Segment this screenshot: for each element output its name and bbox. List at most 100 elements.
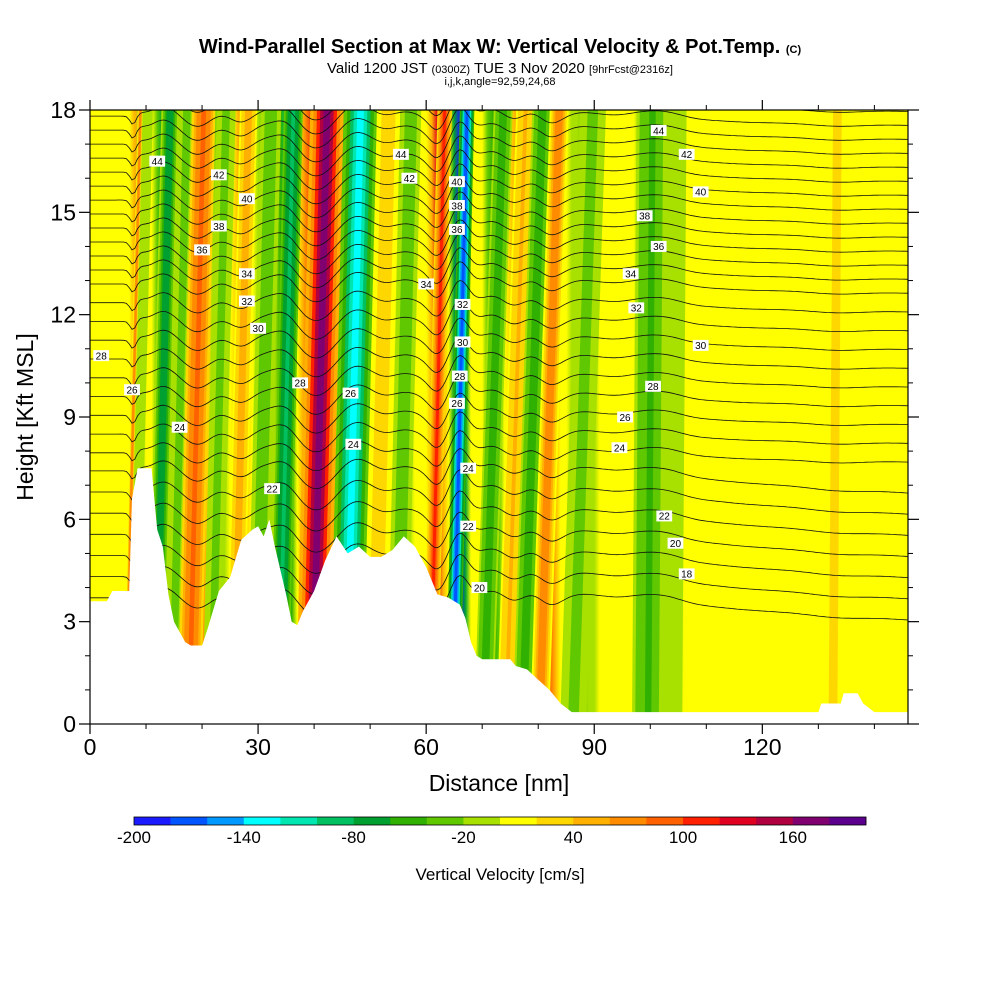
contour-label-text: 44 — [395, 150, 407, 161]
y-tick-label: 6 — [63, 506, 76, 532]
contour-label-text: 36 — [196, 246, 208, 257]
contour-label: 24 — [345, 438, 362, 451]
contour-label-bg — [292, 377, 309, 389]
contour-label: 34 — [238, 268, 255, 281]
terrain-mask — [90, 468, 908, 725]
theta-contour — [90, 373, 908, 415]
velocity-band — [719, 110, 783, 724]
contour-label-text: 20 — [474, 583, 486, 594]
contour-label-bg — [449, 200, 465, 212]
contour-label: 22 — [264, 483, 280, 495]
contour-label: 26 — [342, 387, 359, 400]
contour-label-text: 26 — [619, 413, 631, 424]
colorbar-swatch — [463, 817, 501, 825]
contour-label: 24 — [611, 442, 628, 455]
colorbar-swatch — [280, 817, 318, 825]
velocity-band — [123, 110, 143, 724]
velocity-band-ring — [186, 110, 207, 724]
y-tick-label: 15 — [50, 199, 76, 225]
contour-label-bg — [194, 244, 210, 256]
x-tick-label: 0 — [84, 734, 97, 760]
contour-label-bg — [171, 421, 188, 433]
contour-label-bg — [264, 483, 280, 495]
colorbar-swatch — [207, 817, 245, 825]
velocity-band-ring — [570, 110, 596, 724]
theta-contour — [90, 247, 908, 289]
contour-label-text: 36 — [451, 225, 463, 236]
chart-title: Wind-Parallel Section at Max W: Vertical… — [198, 36, 802, 58]
contour-label: 40 — [449, 176, 465, 188]
contour-label-text: 20 — [670, 539, 682, 550]
velocity-band — [530, 110, 569, 724]
chart-info-line: i,j,k,angle=92,59,24,68 — [444, 76, 556, 88]
contour-label-text: 40 — [451, 177, 463, 188]
contour-label-bg — [454, 298, 471, 310]
velocity-band-ring — [170, 110, 189, 724]
colorbar-swatch — [500, 817, 537, 825]
contour-label: 28 — [93, 350, 110, 362]
colorbar-swatch — [683, 817, 720, 825]
contour-label: 42 — [210, 169, 227, 182]
subtitle-date: TUE 3 Nov 2020 — [473, 60, 585, 77]
contour-label-text: 24 — [463, 464, 475, 475]
colorbar-tick-label: 40 — [564, 828, 583, 847]
theta-contour — [90, 469, 908, 515]
contour-label-bg — [692, 339, 709, 351]
contour-label-bg — [454, 336, 471, 348]
theta-contour — [90, 191, 908, 233]
colorbar-swatch — [243, 817, 281, 825]
y-tick-label: 9 — [63, 404, 76, 430]
theta-contour — [90, 553, 908, 600]
contour-label-text: 32 — [457, 300, 469, 311]
contour-label-bg — [93, 350, 110, 362]
contour-label-bg — [149, 155, 166, 167]
contour-label: 40 — [238, 193, 255, 205]
contour-label: 20 — [667, 537, 684, 550]
contour-label-bg — [628, 302, 645, 314]
contour-label: 44 — [149, 155, 166, 168]
theta-contour — [90, 233, 908, 275]
contour-label-bg — [238, 268, 255, 280]
velocity-band — [512, 110, 553, 724]
colorbar-swatch — [317, 817, 354, 825]
x-tick-label: 30 — [245, 734, 271, 760]
colorbar-swatch — [170, 817, 208, 825]
contour-label-bg — [692, 186, 709, 198]
contour-label: 30 — [454, 336, 471, 349]
y-tick-label: 12 — [50, 302, 76, 328]
theta-contour — [90, 490, 908, 536]
contour-label-bg — [238, 295, 255, 307]
contour-label: 30 — [250, 322, 266, 335]
contour-label-bg — [449, 176, 465, 188]
theta-contour — [90, 317, 908, 359]
contour-label-text: 32 — [631, 304, 643, 315]
contour-label: 20 — [471, 582, 488, 594]
contour-label-text: 38 — [451, 201, 463, 212]
contour-label-text: 28 — [454, 372, 466, 383]
contour-label: 26 — [449, 397, 465, 410]
x-tick-label: 90 — [581, 734, 607, 760]
contour-label: 24 — [171, 421, 188, 434]
contour-label: 44 — [393, 148, 409, 161]
colorbar-swatch — [792, 817, 830, 825]
theta-contour — [90, 392, 908, 434]
contour-label-bg — [345, 438, 362, 450]
velocity-band-ring — [520, 110, 545, 724]
x-tick-label: 120 — [743, 734, 781, 760]
velocity-band-ring — [828, 110, 842, 724]
theta-contour — [90, 511, 908, 557]
contour-label-bg — [617, 411, 633, 423]
contour-label-bg — [460, 462, 477, 474]
contour-label-text: 22 — [267, 484, 279, 495]
contour-label-text: 26 — [126, 386, 138, 397]
contour-label: 28 — [292, 377, 309, 390]
x-axis-label: Distance [nm] — [429, 770, 570, 796]
contour-label-text: 34 — [625, 270, 637, 281]
contour-label: 22 — [656, 510, 673, 523]
contour-label-text: 44 — [653, 126, 665, 137]
contour-label-text: 28 — [96, 351, 108, 362]
velocity-band-ring — [209, 110, 229, 724]
contour-label-bg — [611, 442, 628, 454]
theta-contour — [90, 163, 908, 205]
